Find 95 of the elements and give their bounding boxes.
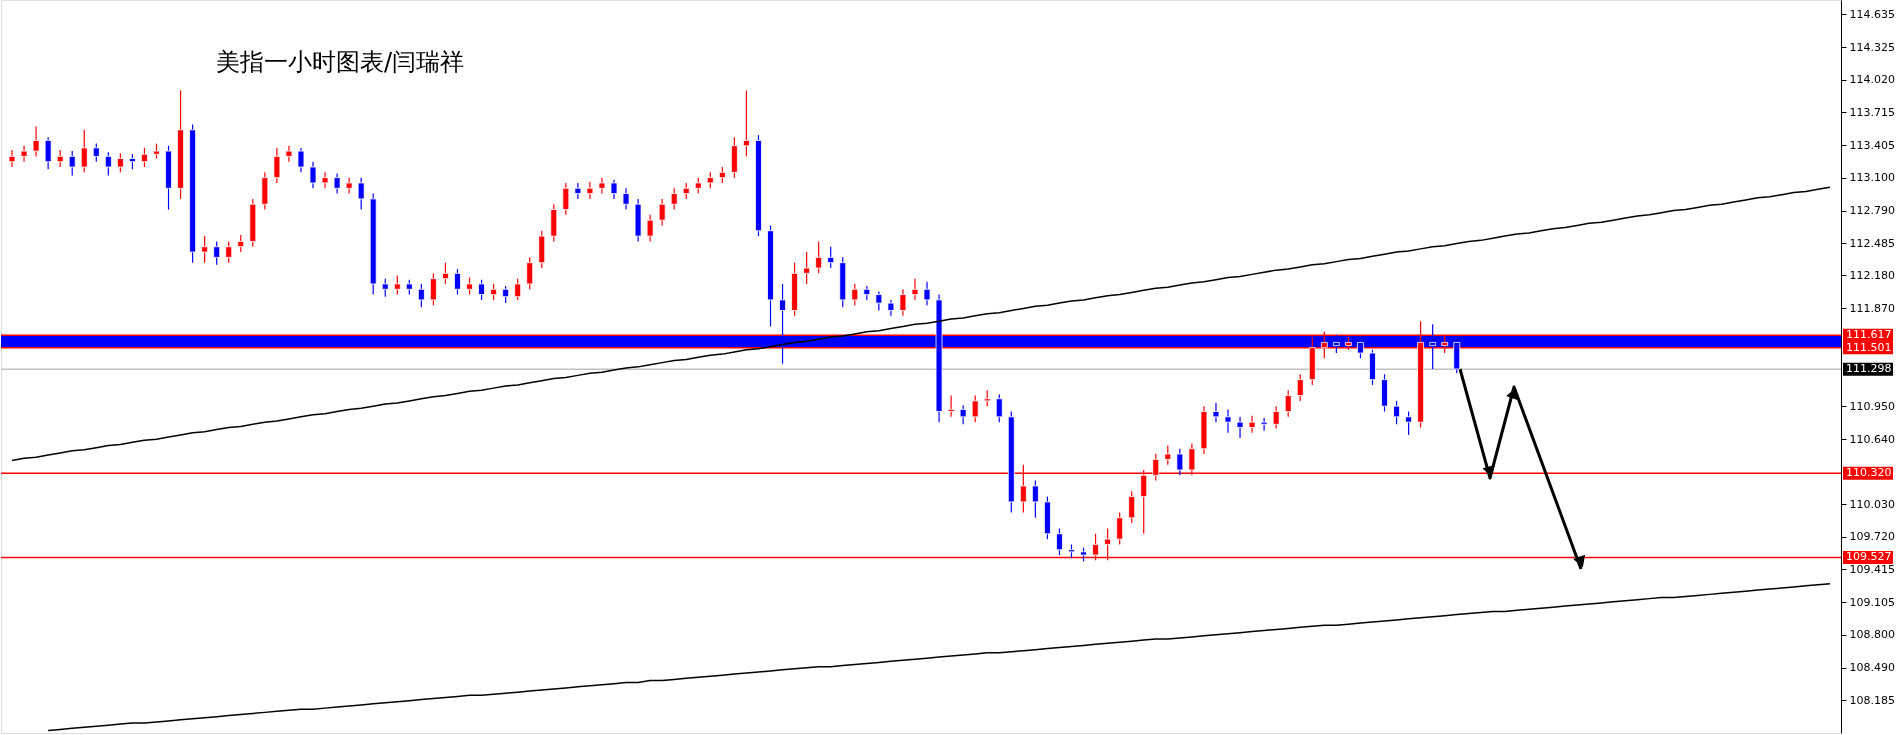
y-tick-label: 114.635 (1849, 7, 1895, 21)
candlestick (1260, 417, 1268, 432)
ref-line-label: 110.320 (1846, 466, 1892, 480)
candlestick (417, 283, 425, 308)
candlestick (574, 182, 582, 200)
candlestick (273, 147, 281, 184)
ref-line-label: 109.527 (1846, 550, 1892, 564)
candlestick (911, 278, 919, 301)
candlestick (658, 198, 666, 227)
candlestick (478, 279, 485, 301)
candlestick (971, 394, 979, 423)
candlestick (1272, 405, 1280, 430)
candlestick (598, 177, 606, 195)
candlestick (1128, 490, 1136, 524)
y-tick-label: 112.790 (1849, 204, 1895, 218)
candlestick (333, 172, 341, 195)
candlestick (32, 126, 40, 157)
candlestick (430, 272, 437, 306)
y-tick-label: 113.405 (1849, 138, 1895, 152)
y-tick-label: 113.715 (1849, 105, 1895, 119)
candlestick (851, 283, 859, 306)
candlestick (213, 240, 221, 266)
candlestick (610, 179, 618, 200)
candlestick (827, 246, 835, 269)
candlestick (8, 149, 16, 168)
y-tick-label: 114.020 (1849, 73, 1895, 87)
y-tick-label: 114.325 (1849, 40, 1895, 54)
candlestick (622, 187, 630, 211)
line-series (11, 186, 1831, 462)
candlestick (20, 145, 28, 163)
candlestick (815, 240, 823, 274)
candlestick (68, 150, 76, 177)
candlestick (1116, 511, 1124, 546)
candlestick (357, 177, 365, 211)
y-tick-label: 108.490 (1849, 661, 1895, 675)
ref-line-label: 111.501 (1846, 340, 1892, 354)
candlestick (562, 182, 570, 216)
y-tick-label: 113.100 (1849, 171, 1895, 185)
y-tick-label: 108.185 (1849, 693, 1895, 707)
y-tick-label: 109.415 (1849, 562, 1895, 576)
candlestick (454, 268, 461, 296)
y-tick-label: 110.030 (1849, 497, 1895, 511)
candlestick (803, 251, 811, 285)
y-tick-label: 109.105 (1849, 595, 1895, 609)
line-series (47, 582, 1831, 732)
candlestick (923, 281, 931, 306)
candlestick (526, 256, 534, 290)
candlestick (514, 278, 522, 301)
candlestick (1176, 448, 1184, 476)
candlestick (297, 147, 305, 173)
candlestick (104, 151, 112, 177)
y-tick-label: 111.870 (1849, 301, 1895, 315)
candlestick (743, 89, 750, 157)
candlestick (309, 161, 317, 189)
candlestick (116, 152, 124, 173)
candlestick (92, 143, 100, 163)
candlestick (1296, 373, 1304, 402)
y-tick-label: 110.640 (1849, 432, 1895, 446)
text: 美指一小时图表/闫瑞祥 (216, 48, 465, 76)
candlestick (586, 181, 594, 200)
y-tick-label: 112.180 (1849, 268, 1895, 282)
candlestick (1284, 389, 1292, 418)
candlestick (345, 177, 353, 195)
candlestick (1248, 415, 1256, 434)
candlestick (1393, 400, 1400, 425)
candlestick (1212, 402, 1220, 423)
candlestick (285, 145, 293, 163)
candlestick (1056, 527, 1063, 556)
candlestick (959, 404, 967, 425)
candlestick (442, 262, 449, 285)
candlestick (1224, 408, 1232, 434)
candlestick (1405, 410, 1412, 436)
candlestick (646, 214, 654, 243)
candlestick (1031, 480, 1039, 519)
candlestick (44, 136, 52, 170)
y-tick-label: 108.800 (1849, 628, 1895, 642)
candlestick (80, 129, 88, 173)
candlestick (1164, 444, 1172, 466)
ref-line-label: 111.617 (1846, 328, 1892, 342)
candlestick (201, 235, 209, 264)
candlestick (141, 147, 148, 168)
candlestick (995, 393, 1003, 423)
candlestick (875, 290, 883, 312)
y-tick-label: 109.720 (1849, 530, 1895, 544)
candlestick (1236, 416, 1244, 439)
candlestick (947, 394, 955, 418)
candlestick (381, 278, 389, 298)
candlestick (393, 274, 401, 296)
y-tick-label: 110.950 (1849, 399, 1895, 413)
ref-line-label: 111.298 (1846, 362, 1892, 376)
candlestick (670, 187, 678, 211)
candlestick (321, 171, 329, 189)
y-tick-label: 112.485 (1849, 236, 1895, 250)
candlestick (899, 288, 907, 317)
candlestick (225, 240, 233, 264)
